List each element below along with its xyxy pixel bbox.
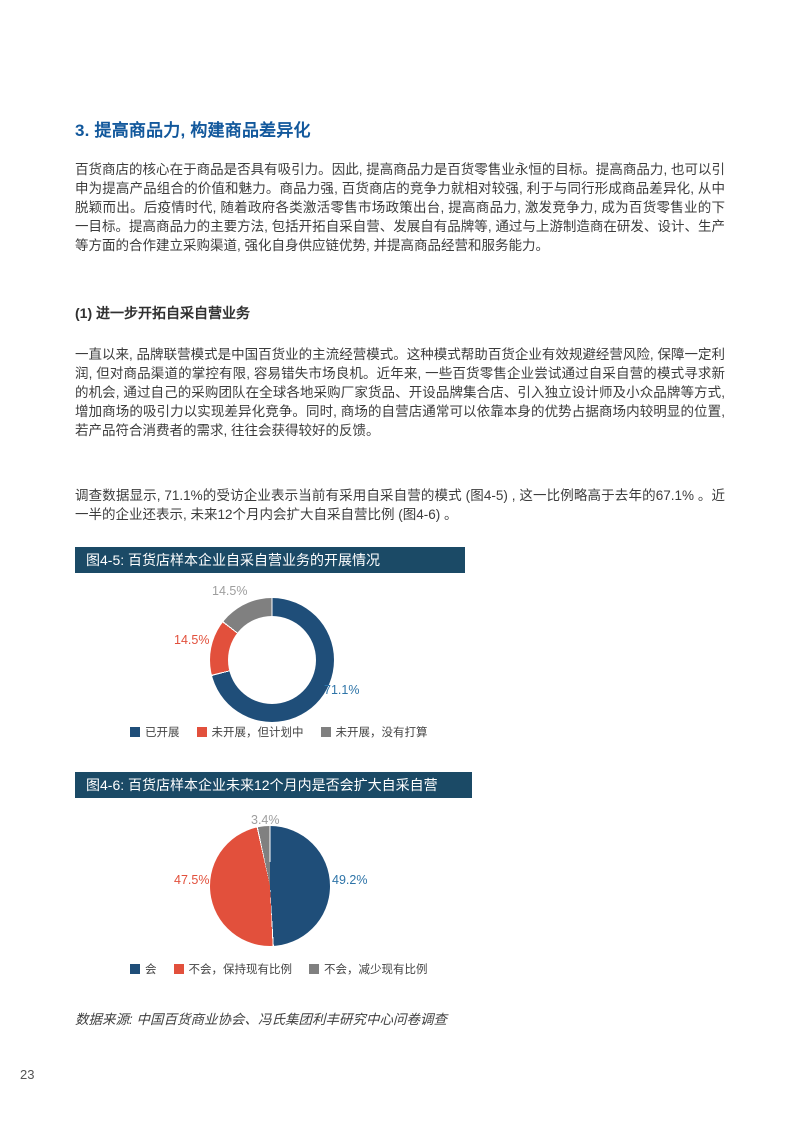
legend-item: 未开展，但计划中 bbox=[196, 724, 304, 740]
figure-4-5-legend: 已开展 未开展，但计划中 未开展，没有打算 bbox=[130, 724, 428, 740]
page-number: 23 bbox=[20, 1067, 35, 1082]
body-paragraph-3: 调查数据显示, 71.1%的受访企业表示当前有采用自采自营的模式 (图4-5) … bbox=[75, 487, 725, 522]
legend-swatch-red bbox=[173, 964, 184, 974]
legend-label: 不会，减少现有比例 bbox=[324, 964, 428, 976]
legend-label: 会 bbox=[145, 964, 157, 976]
legend-item: 已开展 bbox=[130, 724, 180, 740]
legend-label: 未开展，但计划中 bbox=[211, 727, 304, 739]
legend-swatch-gray bbox=[309, 964, 319, 974]
figure-4-5-donut-chart bbox=[210, 598, 334, 722]
figure-4-6-title-banner: 图4-6: 百货店样本企业未来12个月内是否会扩大自采自营 bbox=[75, 772, 472, 798]
legend-item: 不会，保持现有比例 bbox=[173, 961, 293, 977]
data-source-note: 数据来源: 中国百货商业协会、冯氏集团利丰研究中心问卷调查 bbox=[75, 1011, 448, 1027]
data-label-planned: 14.5% bbox=[174, 633, 210, 647]
figure-4-5-chart-area: 71.1% 14.5% 14.5% 已开展 未开展，但计划中 未开展，没有打算 bbox=[75, 573, 723, 746]
legend-swatch-gray bbox=[320, 727, 331, 737]
donut-hole bbox=[228, 616, 316, 704]
data-label-open: 71.1% bbox=[324, 683, 360, 697]
figure-4-6-legend: 会 不会，保持现有比例 不会，减少现有比例 bbox=[130, 961, 428, 977]
legend-swatch-navy bbox=[130, 727, 140, 737]
legend-item: 不会，减少现有比例 bbox=[309, 961, 428, 977]
figure-4-6-pie-chart bbox=[210, 826, 330, 946]
subsection-heading: (1) 进一步开拓自采自营业务 bbox=[75, 304, 250, 321]
data-label-will: 49.2% bbox=[332, 873, 368, 887]
figure-4-6-title: 图4-6: 百货店样本企业未来12个月内是否会扩大自采自营 bbox=[86, 777, 438, 793]
legend-label: 未开展，没有打算 bbox=[335, 727, 428, 739]
legend-swatch-red bbox=[196, 727, 207, 737]
body-paragraph-1: 百货商店的核心在于商品是否具有吸引力。因此, 提高商品力是百货零售业永恒的目标。… bbox=[75, 161, 725, 253]
figure-4-5-title-banner: 图4-5: 百货店样本企业自采自营业务的开展情况 bbox=[75, 547, 465, 573]
body-paragraph-2: 一直以来, 品牌联营模式是中国百货业的主流经营模式。这种模式帮助百货企业有效规避… bbox=[75, 346, 725, 438]
legend-label: 不会，保持现有比例 bbox=[188, 964, 293, 976]
figure-4-6-chart-area: 49.2% 47.5% 3.4% 会 不会，保持现有比例 不会，减少现有比例 bbox=[75, 798, 723, 980]
data-label-reduce: 3.4% bbox=[251, 813, 280, 827]
figure-4-5-title: 图4-5: 百货店样本企业自采自营业务的开展情况 bbox=[86, 552, 381, 568]
data-label-keep: 47.5% bbox=[174, 873, 210, 887]
legend-item: 会 bbox=[130, 961, 157, 977]
legend-swatch-navy bbox=[130, 964, 140, 974]
legend-item: 未开展，没有打算 bbox=[320, 724, 428, 740]
legend-label: 已开展 bbox=[145, 727, 180, 739]
section-heading: 3. 提高商品力, 构建商品差异化 bbox=[75, 121, 311, 141]
data-label-no-plan: 14.5% bbox=[212, 584, 248, 598]
